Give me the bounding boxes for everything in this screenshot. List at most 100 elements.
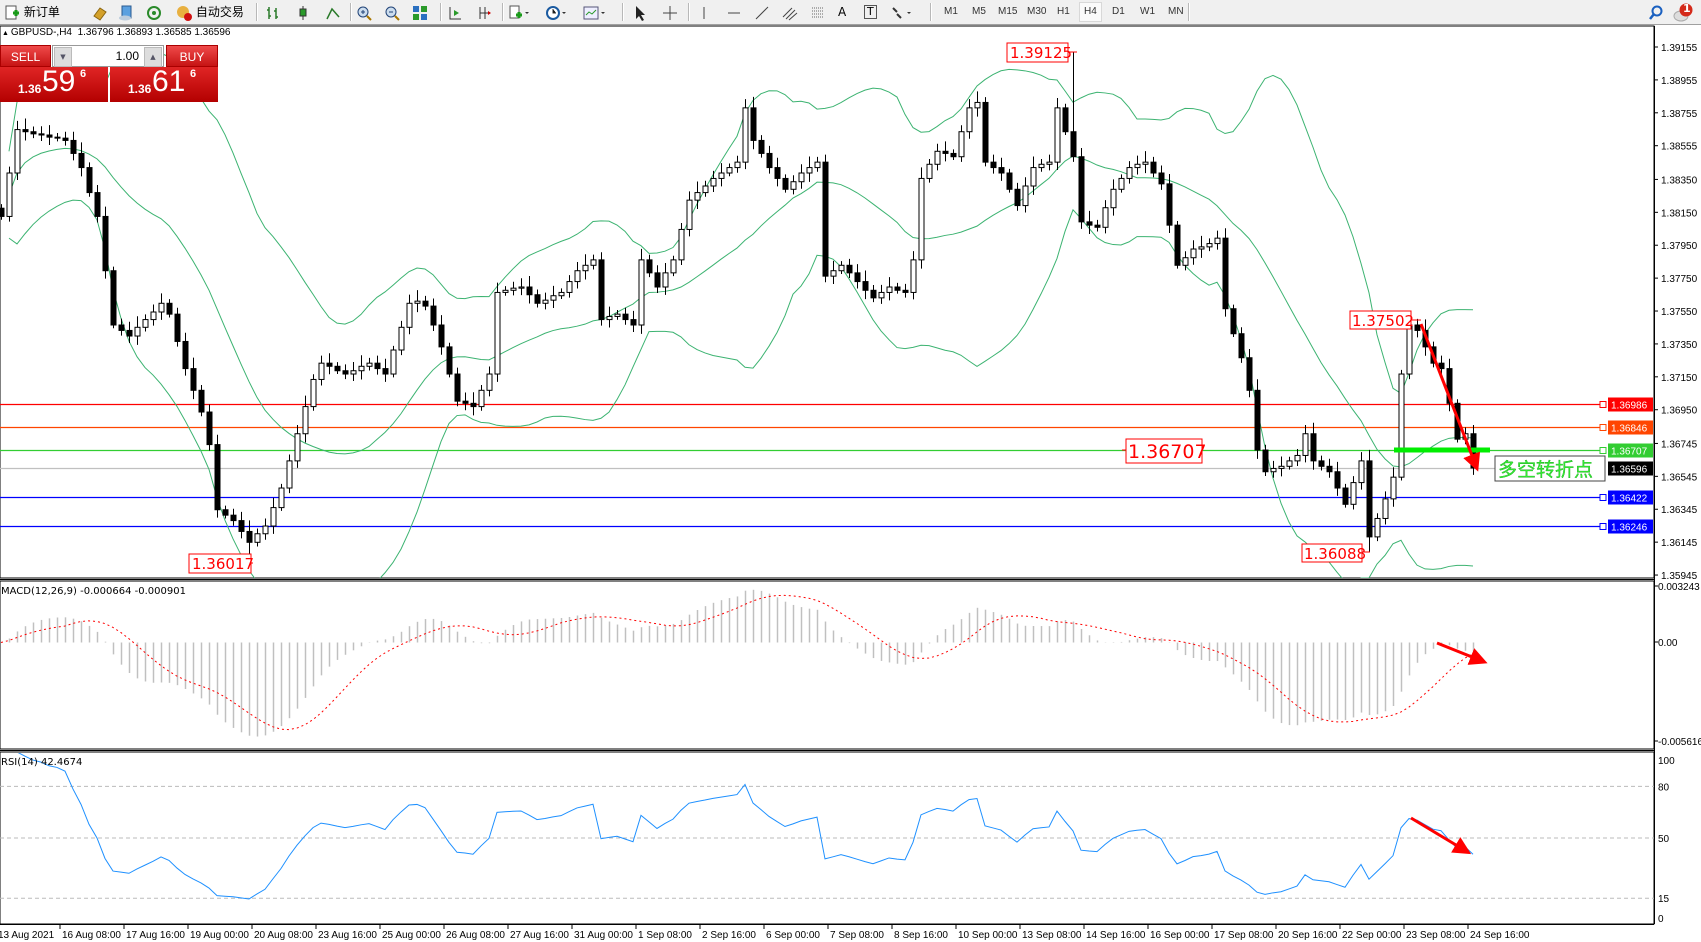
candle[interactable] [614,310,621,320]
candle[interactable] [1278,456,1285,477]
candle[interactable] [102,206,109,279]
candle[interactable] [206,404,213,451]
candle[interactable] [550,285,557,309]
candle[interactable] [1398,369,1405,481]
buy-button[interactable]: BUY [166,45,218,67]
candle[interactable] [774,157,781,187]
candle[interactable] [926,159,933,183]
vertical-line-tool[interactable] [696,2,712,22]
candle[interactable] [1126,161,1133,184]
arrows-tool[interactable] [890,2,914,22]
candle[interactable] [1078,148,1085,229]
candle[interactable] [630,310,637,332]
level-handle[interactable] [1599,523,1607,530]
candle[interactable] [390,345,397,378]
candle[interactable] [1062,103,1069,136]
candle[interactable] [398,320,405,356]
candle[interactable] [1414,318,1421,338]
candle[interactable] [782,174,789,193]
candle[interactable] [726,163,733,177]
candle[interactable] [134,316,141,345]
candle[interactable] [46,125,53,146]
candle[interactable] [326,353,333,375]
annotation-low-2[interactable]: 1.36088 [1301,543,1370,563]
candle[interactable] [294,425,301,468]
text-tool[interactable]: A [838,5,847,19]
candle[interactable] [86,162,93,197]
level-handle[interactable] [1599,401,1607,408]
candle[interactable] [270,497,277,534]
candle[interactable] [1382,491,1389,525]
candle[interactable] [934,143,941,171]
candle[interactable] [1254,379,1261,459]
candle[interactable] [6,166,13,222]
annotation-high-1[interactable]: 1.39125 [1006,42,1077,63]
candle[interactable] [1142,151,1149,174]
timeframe-m5[interactable]: M5 [972,6,986,17]
candle[interactable] [342,364,349,380]
candle[interactable] [422,295,429,311]
candle[interactable] [1238,327,1245,363]
candle[interactable] [310,374,317,411]
timeframe-h1[interactable]: H1 [1057,6,1070,17]
candle[interactable] [366,357,373,371]
candle[interactable] [486,366,493,397]
candle[interactable] [590,254,597,270]
candle[interactable] [1038,159,1045,172]
market-watch-button[interactable] [92,2,108,22]
templates-button[interactable] [583,2,607,22]
candle[interactable] [0,204,5,220]
candle[interactable] [1390,467,1397,507]
candle[interactable] [470,392,477,416]
candle[interactable] [710,170,717,193]
candle[interactable] [1198,235,1205,258]
timeframe-d1[interactable]: D1 [1112,6,1125,17]
equidistant-channel-tool[interactable] [782,2,798,22]
candle[interactable] [1334,461,1341,496]
lots-increase-button[interactable]: ▲ [144,47,162,67]
candle[interactable] [990,154,997,174]
trendline-tool[interactable] [754,2,770,22]
candle[interactable] [1438,355,1445,375]
zoom-in-button[interactable] [356,2,372,22]
candle[interactable] [894,282,901,294]
candle[interactable] [1358,452,1365,490]
rsi-down-arrow[interactable] [1410,816,1472,855]
main-down-arrow[interactable] [1419,323,1481,472]
auto-trading-button[interactable]: 自动交易 [176,2,244,22]
candle[interactable] [166,299,173,318]
candle[interactable] [566,275,573,298]
candle[interactable] [414,290,421,313]
candle[interactable] [478,385,485,411]
level-handle[interactable] [1599,447,1607,454]
candle[interactable] [502,286,509,296]
candle[interactable] [1302,425,1309,463]
candle[interactable] [1110,179,1117,216]
level-handle[interactable] [1599,494,1607,501]
candle[interactable] [678,223,685,265]
candle[interactable] [838,261,845,275]
indicators-button[interactable] [508,2,530,22]
candle[interactable] [262,518,269,540]
candle[interactable] [1294,449,1301,467]
candle[interactable] [1166,173,1173,234]
candle[interactable] [846,258,853,278]
candle[interactable] [870,285,877,303]
candle[interactable] [230,508,237,526]
candle[interactable] [382,358,389,382]
candle[interactable] [718,163,725,187]
candle[interactable] [358,355,365,380]
candle[interactable] [670,255,677,277]
candle[interactable] [526,275,533,304]
tile-windows-button[interactable] [412,2,428,22]
navigator-button[interactable] [146,2,162,22]
candle[interactable] [38,126,45,142]
annotation-low-1[interactable]: 1.36017 [188,553,254,574]
candle[interactable] [942,141,949,162]
level-handle[interactable] [1599,424,1607,431]
candle[interactable] [638,248,645,334]
candle[interactable] [542,292,549,310]
zoom-out-button[interactable] [384,2,400,22]
candle[interactable] [598,252,605,326]
candle[interactable] [350,362,357,382]
